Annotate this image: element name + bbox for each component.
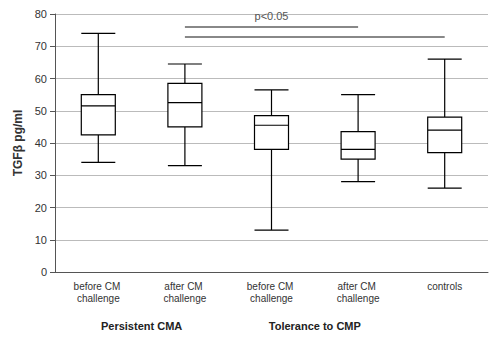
svg-text:50: 50 bbox=[35, 105, 47, 117]
svg-text:TGFβ pg/ml: TGFβ pg/ml bbox=[11, 110, 25, 177]
svg-text:challenge: challenge bbox=[77, 293, 120, 304]
svg-text:p<0.05: p<0.05 bbox=[255, 10, 289, 22]
svg-text:20: 20 bbox=[35, 202, 47, 214]
svg-text:70: 70 bbox=[35, 40, 47, 52]
svg-text:10: 10 bbox=[35, 234, 47, 246]
svg-text:Persistent CMA: Persistent CMA bbox=[101, 320, 182, 332]
svg-text:30: 30 bbox=[35, 169, 47, 181]
svg-text:0: 0 bbox=[41, 266, 47, 278]
svg-text:after CM: after CM bbox=[164, 281, 205, 292]
svg-text:challenge: challenge bbox=[163, 293, 206, 304]
svg-text:challenge: challenge bbox=[337, 293, 380, 304]
svg-text:40: 40 bbox=[35, 137, 47, 149]
svg-text:60: 60 bbox=[35, 73, 47, 85]
svg-text:controls: controls bbox=[427, 281, 462, 292]
svg-text:after CM: after CM bbox=[338, 281, 379, 292]
svg-text:Tolerance to CMP: Tolerance to CMP bbox=[269, 320, 361, 332]
svg-text:80: 80 bbox=[35, 8, 47, 20]
svg-text:challenge: challenge bbox=[250, 293, 293, 304]
svg-text:before CM: before CM bbox=[247, 281, 296, 292]
svg-text:before CM: before CM bbox=[74, 281, 123, 292]
